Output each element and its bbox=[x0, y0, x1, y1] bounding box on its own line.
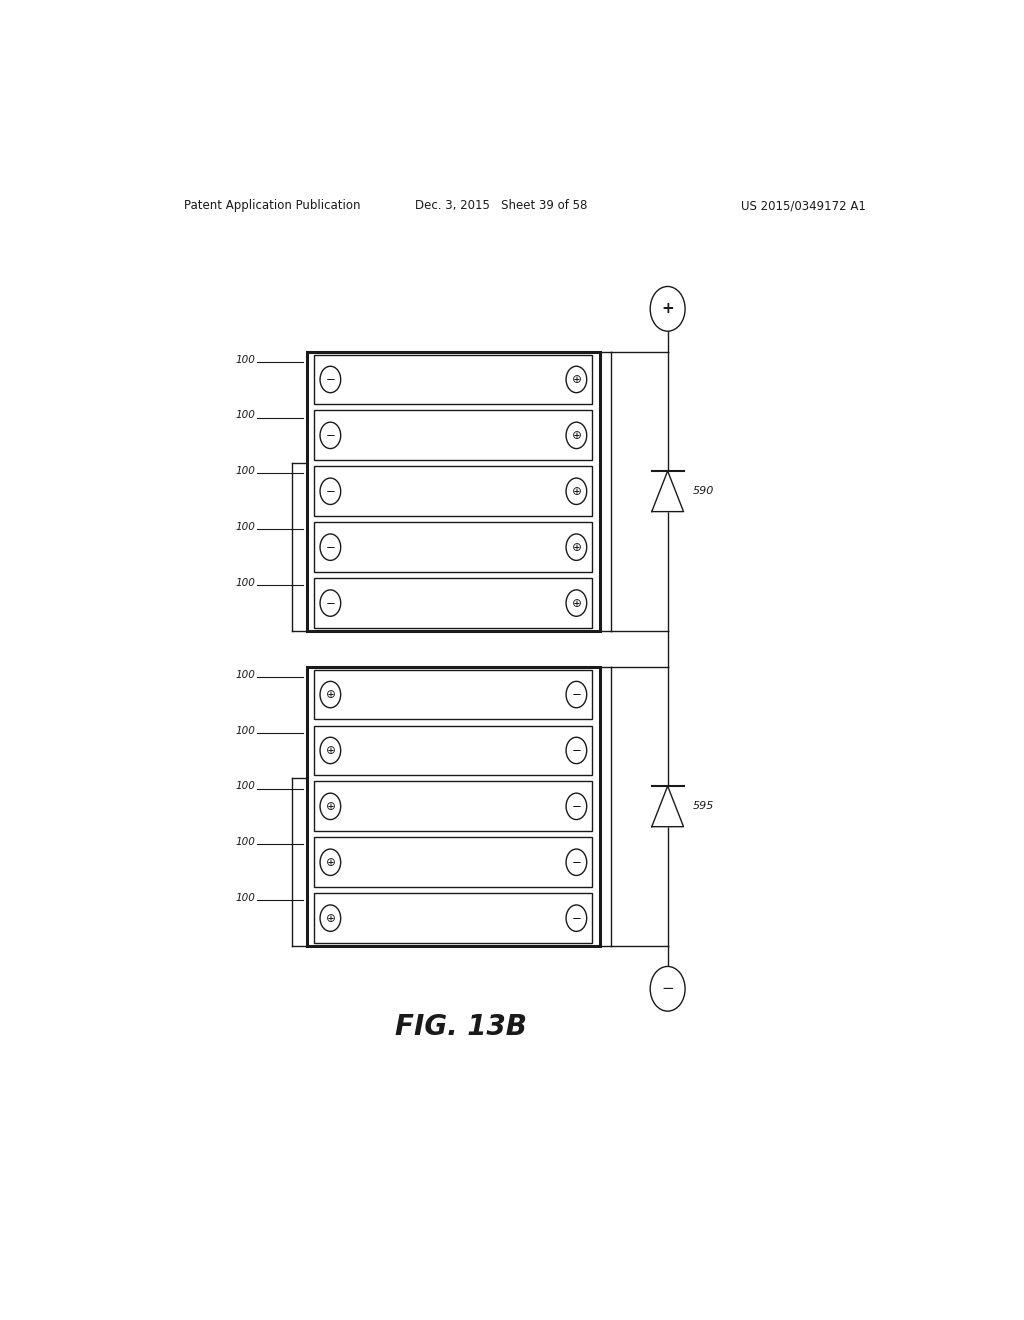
Circle shape bbox=[650, 286, 685, 331]
Polygon shape bbox=[651, 471, 684, 512]
Text: Dec. 3, 2015   Sheet 39 of 58: Dec. 3, 2015 Sheet 39 of 58 bbox=[415, 199, 587, 213]
Bar bbox=[314, 578, 592, 628]
Circle shape bbox=[566, 906, 587, 932]
Circle shape bbox=[321, 681, 341, 708]
Text: ⊕: ⊕ bbox=[326, 744, 335, 756]
Text: −: − bbox=[326, 484, 335, 498]
Text: −: − bbox=[662, 981, 674, 997]
Text: 590: 590 bbox=[693, 486, 715, 496]
Circle shape bbox=[321, 738, 341, 764]
Circle shape bbox=[321, 478, 341, 504]
Text: ⊕: ⊕ bbox=[571, 597, 582, 610]
Text: +: + bbox=[662, 301, 674, 317]
Text: 100: 100 bbox=[236, 466, 255, 477]
Text: −: − bbox=[326, 429, 335, 442]
Circle shape bbox=[566, 849, 587, 875]
Circle shape bbox=[566, 535, 587, 561]
Bar bbox=[314, 466, 592, 516]
Bar bbox=[314, 523, 592, 572]
Text: ⊕: ⊕ bbox=[571, 484, 582, 498]
Text: Patent Application Publication: Patent Application Publication bbox=[183, 199, 360, 213]
Text: 100: 100 bbox=[236, 578, 255, 589]
Circle shape bbox=[566, 738, 587, 764]
Text: −: − bbox=[571, 744, 582, 756]
Bar bbox=[306, 351, 600, 631]
Text: −: − bbox=[326, 597, 335, 610]
Polygon shape bbox=[651, 785, 684, 826]
Text: FIG. 13B: FIG. 13B bbox=[395, 1014, 527, 1041]
Text: −: − bbox=[326, 541, 335, 553]
Text: US 2015/0349172 A1: US 2015/0349172 A1 bbox=[741, 199, 866, 213]
Circle shape bbox=[321, 590, 341, 616]
Circle shape bbox=[321, 906, 341, 932]
Bar bbox=[314, 894, 592, 942]
Text: 100: 100 bbox=[236, 669, 255, 680]
Circle shape bbox=[566, 590, 587, 616]
Text: −: − bbox=[571, 800, 582, 813]
Bar bbox=[306, 667, 600, 946]
Text: 100: 100 bbox=[236, 781, 255, 792]
Circle shape bbox=[566, 366, 587, 392]
Text: ⊕: ⊕ bbox=[571, 541, 582, 553]
Text: 100: 100 bbox=[236, 894, 255, 903]
Text: 100: 100 bbox=[236, 837, 255, 847]
Circle shape bbox=[321, 849, 341, 875]
Circle shape bbox=[321, 793, 341, 820]
Bar bbox=[314, 781, 592, 832]
Bar bbox=[314, 669, 592, 719]
Text: 595: 595 bbox=[693, 801, 715, 812]
Text: 100: 100 bbox=[236, 411, 255, 421]
Text: ⊕: ⊕ bbox=[326, 688, 335, 701]
Text: ⊕: ⊕ bbox=[326, 912, 335, 924]
Bar bbox=[314, 837, 592, 887]
Circle shape bbox=[321, 366, 341, 392]
Text: ⊕: ⊕ bbox=[326, 855, 335, 869]
Circle shape bbox=[566, 681, 587, 708]
Circle shape bbox=[650, 966, 685, 1011]
Text: −: − bbox=[571, 855, 582, 869]
Circle shape bbox=[566, 478, 587, 504]
Text: 100: 100 bbox=[236, 523, 255, 532]
Text: −: − bbox=[571, 688, 582, 701]
Bar bbox=[314, 726, 592, 775]
Circle shape bbox=[321, 535, 341, 561]
Circle shape bbox=[566, 793, 587, 820]
Text: ⊕: ⊕ bbox=[326, 800, 335, 813]
Text: −: − bbox=[326, 374, 335, 385]
Text: ⊕: ⊕ bbox=[571, 429, 582, 442]
Text: 100: 100 bbox=[236, 726, 255, 735]
Circle shape bbox=[321, 422, 341, 449]
Text: 100: 100 bbox=[236, 355, 255, 364]
Text: −: − bbox=[571, 912, 582, 924]
Circle shape bbox=[566, 422, 587, 449]
Bar bbox=[314, 411, 592, 461]
Bar bbox=[314, 355, 592, 404]
Text: ⊕: ⊕ bbox=[571, 374, 582, 385]
